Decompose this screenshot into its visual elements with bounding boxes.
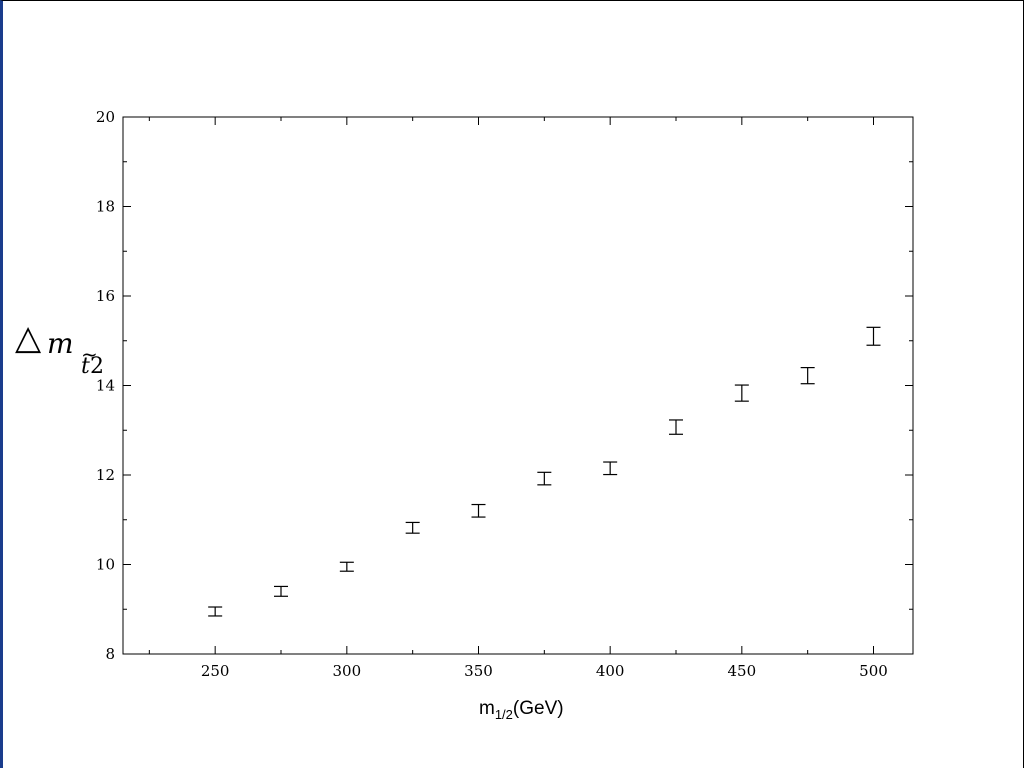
x-tick-label: 500: [859, 662, 888, 680]
data-point: [274, 585, 288, 597]
x-tick-label: 450: [728, 662, 757, 680]
y-tick-label: 20: [96, 108, 115, 126]
y-axis-label-m: m: [47, 327, 74, 360]
y-tick-label: 10: [96, 556, 115, 574]
data-point: [669, 419, 683, 435]
data-point: [208, 606, 223, 617]
x-axis-label-subscript: 1/2: [495, 707, 513, 722]
data-points: [208, 326, 881, 617]
data-point: [537, 471, 552, 486]
x-tick-label: 300: [333, 662, 362, 680]
y-axis-label-t: t: [81, 354, 90, 379]
x-axis-label-unit: (GeV): [513, 698, 564, 719]
y-tick-label: 18: [96, 198, 115, 216]
y-tick-label: 8: [105, 645, 115, 663]
y-tick-label: 12: [96, 466, 115, 484]
x-tick-label: 350: [464, 662, 493, 680]
y-tick-label: 16: [96, 287, 115, 305]
data-point: [866, 326, 881, 346]
y-axis-label-2: 2: [90, 354, 104, 379]
y-axis-label-tilde: ~: [81, 342, 98, 366]
y-axis-label: △ m ~ t 2: [15, 318, 104, 379]
x-tick-label: 250: [201, 662, 230, 680]
data-point: [471, 503, 486, 518]
x-tick-label: 400: [596, 662, 625, 680]
data-point: [800, 367, 815, 385]
plot-area: [122, 116, 914, 655]
data-point: [734, 384, 749, 402]
y-axis-label-triangle: △: [15, 318, 42, 358]
axis-ticks: [123, 116, 913, 655]
data-point: [405, 521, 420, 534]
y-tick-label: 14: [96, 377, 115, 395]
x-axis-label: m1/2(GeV): [479, 698, 564, 722]
axis-tick-labels: 8 10 12 14 16 18 20 250 300 350 400 450 500: [96, 108, 888, 680]
x-axis-label-m: m: [479, 698, 495, 719]
data-point: [603, 461, 618, 476]
data-point: [339, 561, 354, 572]
